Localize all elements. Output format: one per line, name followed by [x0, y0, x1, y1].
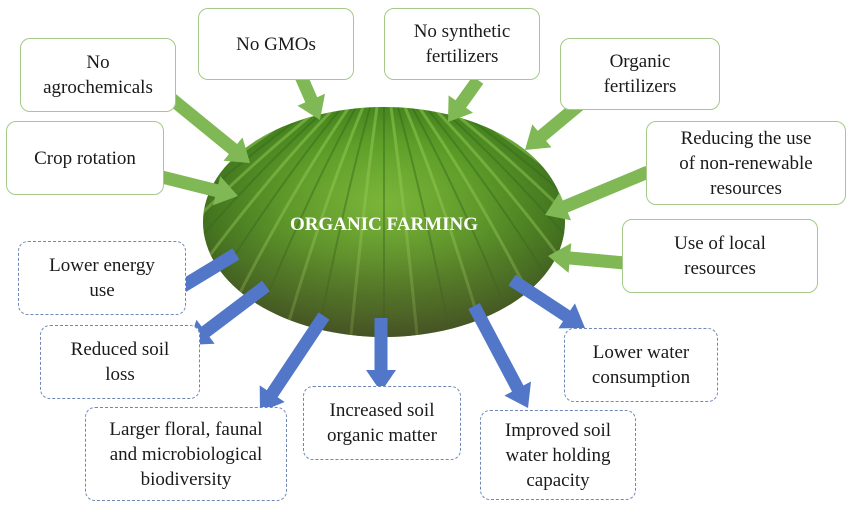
output-box-lower-water-consumption: Lower water consumption — [564, 328, 718, 402]
output-box-larger-biodiversity: Larger floral, faunal and microbiologica… — [85, 407, 287, 501]
input-box-no-gmos: No GMOs — [198, 8, 354, 80]
box-label: Reducing the use of non-renewable resour… — [679, 127, 813, 199]
arrow-larger-biodiversity — [259, 312, 330, 412]
output-box-soil-organic-matter: Increased soil organic matter — [303, 386, 461, 460]
box-label: Reduced soil loss — [70, 339, 170, 385]
arrow-no-synthetic-fertilizers — [448, 76, 484, 122]
box-label: No synthetic fertilizers — [413, 21, 511, 67]
box-label: Improved soil water holding capacity — [504, 419, 612, 491]
input-box-organic-fertilizers: Organic fertilizers — [560, 38, 720, 110]
box-label: Lower water consumption — [591, 342, 691, 388]
arrow-lower-water-consumption — [508, 274, 585, 329]
arrow-soil-organic-matter — [366, 318, 396, 392]
box-label: Increased soil organic matter — [327, 400, 437, 446]
box-label: No GMOs — [236, 33, 316, 55]
box-label: Larger floral, faunal and microbiologica… — [109, 418, 263, 490]
arrow-reduced-soil-loss — [188, 280, 270, 345]
arrow-crop-rotation — [156, 169, 238, 206]
box-label: Use of local resources — [674, 233, 766, 279]
output-box-lower-energy-use: Lower energy use — [18, 241, 186, 315]
output-box-reduced-soil-loss: Reduced soil loss — [40, 325, 200, 399]
crop-field-image — [203, 107, 565, 337]
arrow-water-holding — [468, 303, 531, 408]
input-box-local-resources: Use of local resources — [622, 219, 818, 293]
input-box-reducing-non-renewable: Reducing the use of non-renewable resour… — [646, 121, 846, 205]
arrow-no-gmos — [294, 71, 325, 120]
box-label: Crop rotation — [34, 147, 136, 169]
box-label: Lower energy use — [49, 255, 155, 301]
input-box-no-agrochemicals: No agrochemicals — [20, 38, 176, 112]
output-box-water-holding: Improved soil water holding capacity — [480, 410, 636, 500]
diagram-title: ORGANIC FARMING — [290, 214, 478, 235]
arrow-local-resources — [548, 243, 637, 273]
input-box-crop-rotation: Crop rotation — [6, 121, 164, 195]
box-label: No agrochemicals — [43, 52, 153, 98]
box-label: Organic fertilizers — [603, 51, 677, 97]
arrow-no-agrochemicals — [163, 91, 250, 163]
input-box-no-synthetic-fertilizers: No synthetic fertilizers — [384, 8, 540, 80]
arrow-reducing-non-renewable — [545, 166, 651, 221]
